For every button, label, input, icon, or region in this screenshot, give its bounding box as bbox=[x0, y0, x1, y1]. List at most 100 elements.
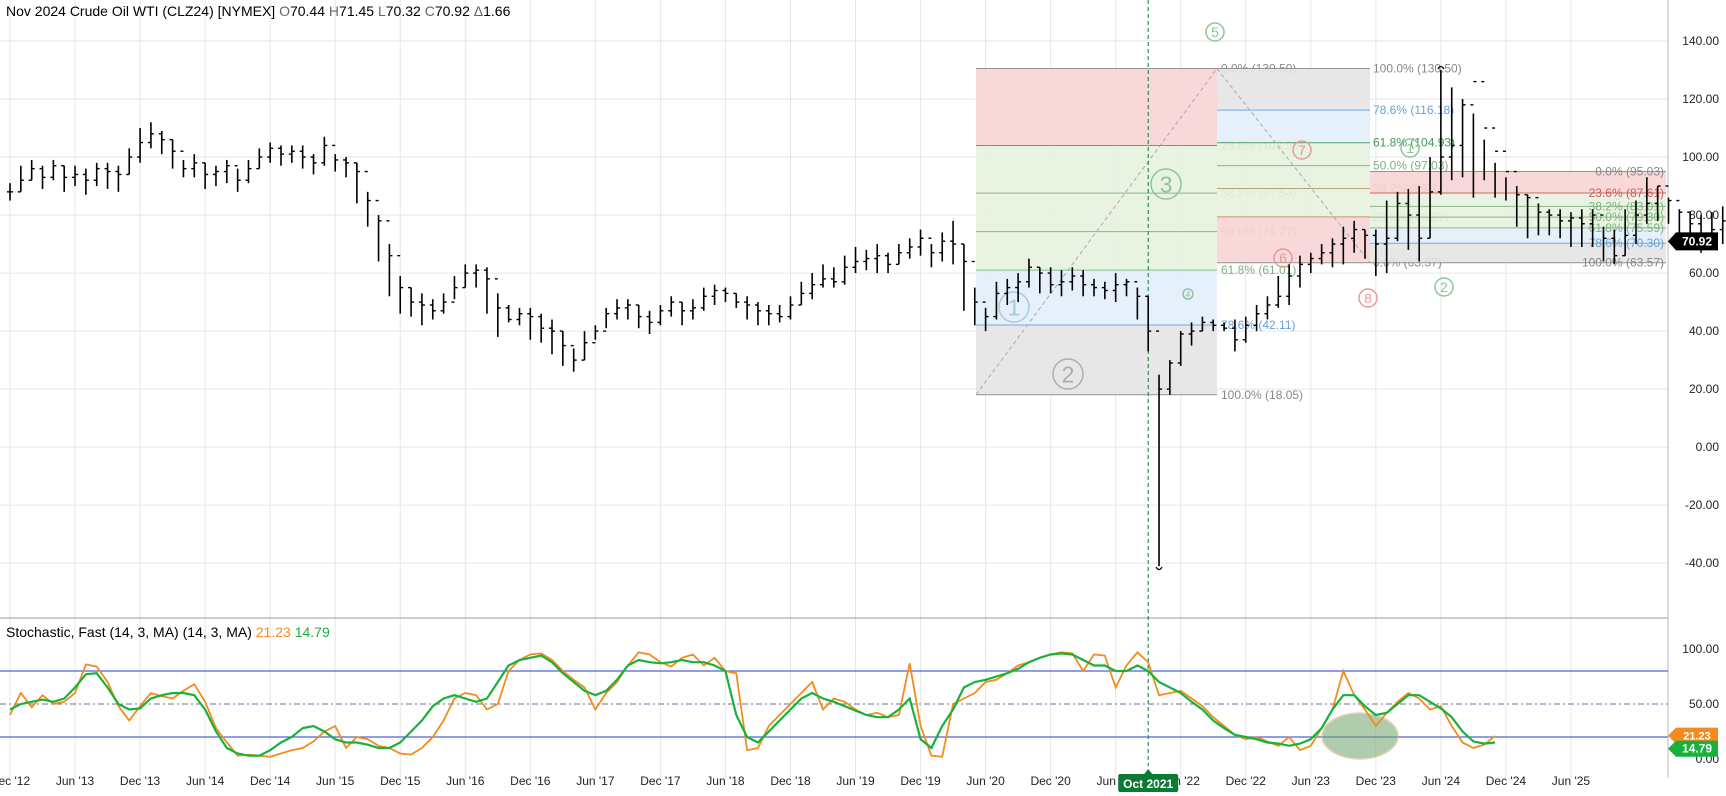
fib-trend-line bbox=[975, 68, 1218, 396]
wave-label: 5 bbox=[1211, 24, 1219, 40]
x-tick-label: Jun '19 bbox=[836, 774, 875, 788]
date-badge bbox=[1118, 774, 1179, 792]
wave-label: 6 bbox=[1279, 250, 1287, 266]
x-tick-label: Jun '18 bbox=[706, 774, 745, 788]
wave-label: 2 bbox=[1062, 361, 1075, 387]
fib-level-label: 61.8% (104.93) bbox=[1373, 136, 1455, 150]
x-tick-label: Dec '15 bbox=[380, 774, 421, 788]
fib-zone bbox=[1370, 206, 1666, 218]
wave-label-circle bbox=[998, 291, 1030, 323]
y-tick-label: 60.00 bbox=[1689, 266, 1719, 280]
fib-level-label: 78.6% (42.11) bbox=[1221, 318, 1296, 332]
x-tick-label: Dec '20 bbox=[1030, 774, 1071, 788]
fib-zone bbox=[1370, 192, 1666, 207]
wave-label: 1 bbox=[1406, 140, 1414, 156]
wave-label: 8 bbox=[1364, 290, 1372, 306]
fib-level-label: 100.0% (130.50) bbox=[1373, 62, 1462, 76]
fib-zone bbox=[1217, 110, 1370, 143]
fib-level-label: 61.8% (75.59) bbox=[1589, 221, 1664, 235]
chart-header: Nov 2024 Crude Oil WTI (CLZ24) [NYMEX] O… bbox=[6, 3, 510, 19]
fib-level-label: 50.0% (97.03) bbox=[1373, 159, 1448, 173]
x-tick-label: Dec '13 bbox=[120, 774, 161, 788]
stochastic-params: (14, 3, MA) bbox=[182, 624, 252, 640]
fib-zone bbox=[976, 193, 1217, 232]
wave-label-circle bbox=[1205, 22, 1225, 42]
fib-zone bbox=[1370, 217, 1666, 228]
wave-label-circle bbox=[1273, 248, 1293, 268]
x-tick-label: Jun '15 bbox=[316, 774, 355, 788]
fib-level-label: 78.6% (116.18) bbox=[1373, 103, 1454, 117]
x-tick-label: Jun '14 bbox=[186, 774, 225, 788]
x-tick-label: Dec '17 bbox=[640, 774, 681, 788]
fib-zone bbox=[1217, 216, 1370, 263]
fib-level-label: 0.0% (95.03) bbox=[1595, 164, 1664, 178]
stochastic-k-badge-label: 21.23 bbox=[1683, 731, 1711, 743]
x-tick-label: Jun '24 bbox=[1422, 774, 1461, 788]
low-extreme-marker bbox=[1155, 566, 1163, 571]
stochastic-d-badge bbox=[1668, 740, 1718, 757]
wave-label-circle bbox=[1052, 358, 1084, 390]
date-badge-pointer bbox=[1144, 769, 1153, 774]
stochastic-k-value: 21.23 bbox=[255, 624, 291, 640]
x-tick-label: Jun '20 bbox=[966, 774, 1005, 788]
stochastic-highlight-ellipse bbox=[1321, 712, 1399, 760]
y-tick-label: 20.00 bbox=[1689, 382, 1719, 396]
wave-label: 4 bbox=[1186, 290, 1191, 299]
date-badge-label: Oct 2021 bbox=[1123, 777, 1173, 791]
x-tick-label: Jun '16 bbox=[446, 774, 485, 788]
y-tick-label: 140.00 bbox=[1682, 34, 1719, 48]
stochastic-header: Stochastic, Fast (14, 3, MA) (14, 3, MA)… bbox=[6, 624, 330, 640]
fib-level-label: 100.0% (63.57) bbox=[1582, 256, 1664, 270]
wave-label-circle bbox=[1182, 288, 1194, 300]
low-value: 70.32 bbox=[385, 3, 421, 19]
stochastic-d-badge-label: 14.79 bbox=[1682, 742, 1712, 756]
wave-label-circle bbox=[1400, 138, 1420, 158]
wave-label: 3 bbox=[1160, 171, 1173, 197]
y-tick-label: 120.00 bbox=[1682, 92, 1719, 106]
wave-label-circle bbox=[1150, 168, 1182, 200]
wave-label-circle bbox=[1292, 140, 1312, 160]
price-plot-area bbox=[0, 0, 1668, 618]
wave-label-circle bbox=[1434, 277, 1454, 297]
high-extreme-marker bbox=[1437, 65, 1445, 70]
close-value: 70.92 bbox=[434, 3, 470, 19]
fib-level-label: 61.8% (61.01) bbox=[1221, 263, 1296, 277]
fib-zone bbox=[976, 68, 1217, 146]
x-tick-label: Jun '23 bbox=[1292, 774, 1331, 788]
open-value: 70.44 bbox=[289, 3, 326, 19]
x-tick-label: Dec '19 bbox=[900, 774, 941, 788]
x-tick-label: Dec '12 bbox=[0, 774, 30, 788]
x-tick-label: Dec '16 bbox=[510, 774, 551, 788]
fib-zone bbox=[976, 145, 1217, 194]
stoch-y-tick-label: 50.00 bbox=[1689, 697, 1719, 711]
y-tick-label: -20.00 bbox=[1685, 498, 1719, 512]
fib-level-label: 78.6% (70.30) bbox=[1589, 236, 1664, 250]
x-tick-label: Jun '17 bbox=[576, 774, 615, 788]
wave-label: 7 bbox=[1298, 142, 1306, 158]
low-label: L bbox=[377, 3, 386, 19]
x-tick-label: Dec '14 bbox=[250, 774, 291, 788]
fib-level-label: 50.0% (79.30) bbox=[1589, 210, 1664, 224]
fib-zone bbox=[1370, 243, 1666, 263]
fib-zone bbox=[976, 231, 1217, 271]
y-tick-label: 0.00 bbox=[1696, 440, 1720, 454]
close-label: C bbox=[424, 3, 435, 19]
y-tick-label: 100.00 bbox=[1682, 150, 1719, 164]
fib-zone bbox=[976, 324, 1217, 395]
fib-level-label: 38.2% (83.01) bbox=[1589, 199, 1664, 213]
x-tick-label: Jun '25 bbox=[1552, 774, 1591, 788]
x-tick-label: Dec '18 bbox=[770, 774, 811, 788]
fib-zone bbox=[1217, 188, 1370, 217]
stochastic-d-line bbox=[9, 652, 1496, 757]
change-value: 1.66 bbox=[483, 3, 511, 19]
open-label: O bbox=[279, 3, 290, 19]
fib-zone bbox=[1217, 165, 1370, 189]
fib-level-label: 23.6% (87.61) bbox=[1589, 186, 1664, 200]
fib-zone bbox=[976, 270, 1217, 325]
fib-zone bbox=[1370, 171, 1666, 193]
x-tick-label: Dec '22 bbox=[1226, 774, 1267, 788]
last-price-badge bbox=[1668, 232, 1718, 251]
y-tick-label: 80.00 bbox=[1689, 208, 1719, 222]
